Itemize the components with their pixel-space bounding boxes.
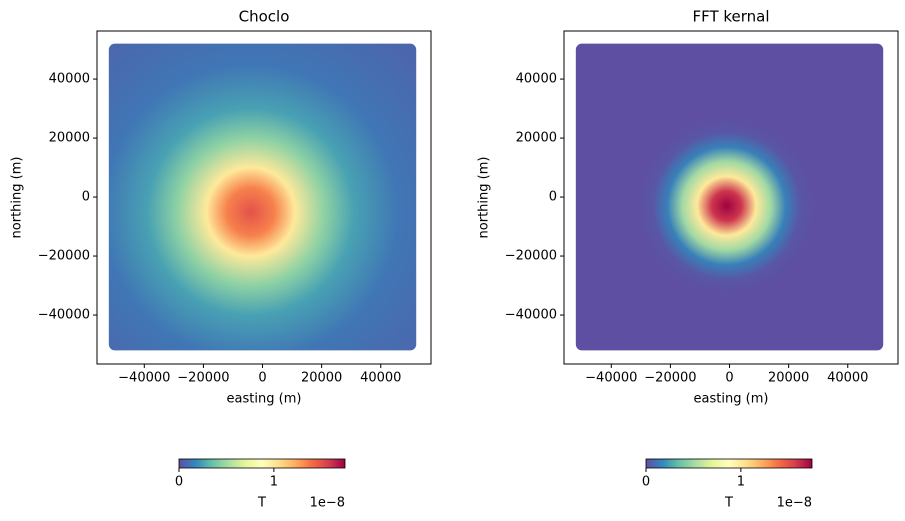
colorbar-tick-label: 0 [642,475,650,490]
x-tick-label: 20000 [768,371,809,386]
colorbar-tick-label: 0 [175,475,183,490]
colorbar [645,458,813,469]
colorbar-label: T [724,496,733,511]
x-axis-label: easting (m) [227,392,302,407]
x-tick-label: −40000 [585,371,637,386]
y-tick-label: 0 [82,190,90,205]
colorbar-offset: 1e−8 [777,496,812,511]
x-tick-label: 40000 [827,371,868,386]
field-image [108,43,417,351]
x-tick-label: −40000 [118,371,170,386]
chart-title: Choclo [239,8,290,26]
colorbar-tick-label: 1 [737,475,745,490]
y-tick-label: −20000 [38,249,90,264]
x-tick-label: 0 [725,371,733,386]
x-tick-label: −20000 [177,371,229,386]
y-tick-label: −40000 [38,308,90,323]
y-tick-label: −40000 [505,308,557,323]
y-tick-label: 0 [549,190,557,205]
y-tick-label: 20000 [49,131,90,146]
x-tick-label: 20000 [301,371,342,386]
y-axis-label: northing (m) [10,157,25,239]
colorbar-tick-label: 1 [270,475,278,490]
y-tick-label: 20000 [516,131,557,146]
y-tick-label: 40000 [516,72,557,87]
x-tick-label: 40000 [360,371,401,386]
x-tick-label: −20000 [644,371,696,386]
x-axis-label: easting (m) [694,392,769,407]
colorbar-label: T [257,496,266,511]
colorbar [178,458,346,469]
y-axis-label: northing (m) [477,157,492,239]
x-tick-label: 0 [258,371,266,386]
chart-title: FFT kernal [692,8,769,26]
field-image [575,43,884,351]
y-tick-label: −20000 [505,249,557,264]
y-tick-label: 40000 [49,72,90,87]
colorbar-offset: 1e−8 [310,496,345,511]
